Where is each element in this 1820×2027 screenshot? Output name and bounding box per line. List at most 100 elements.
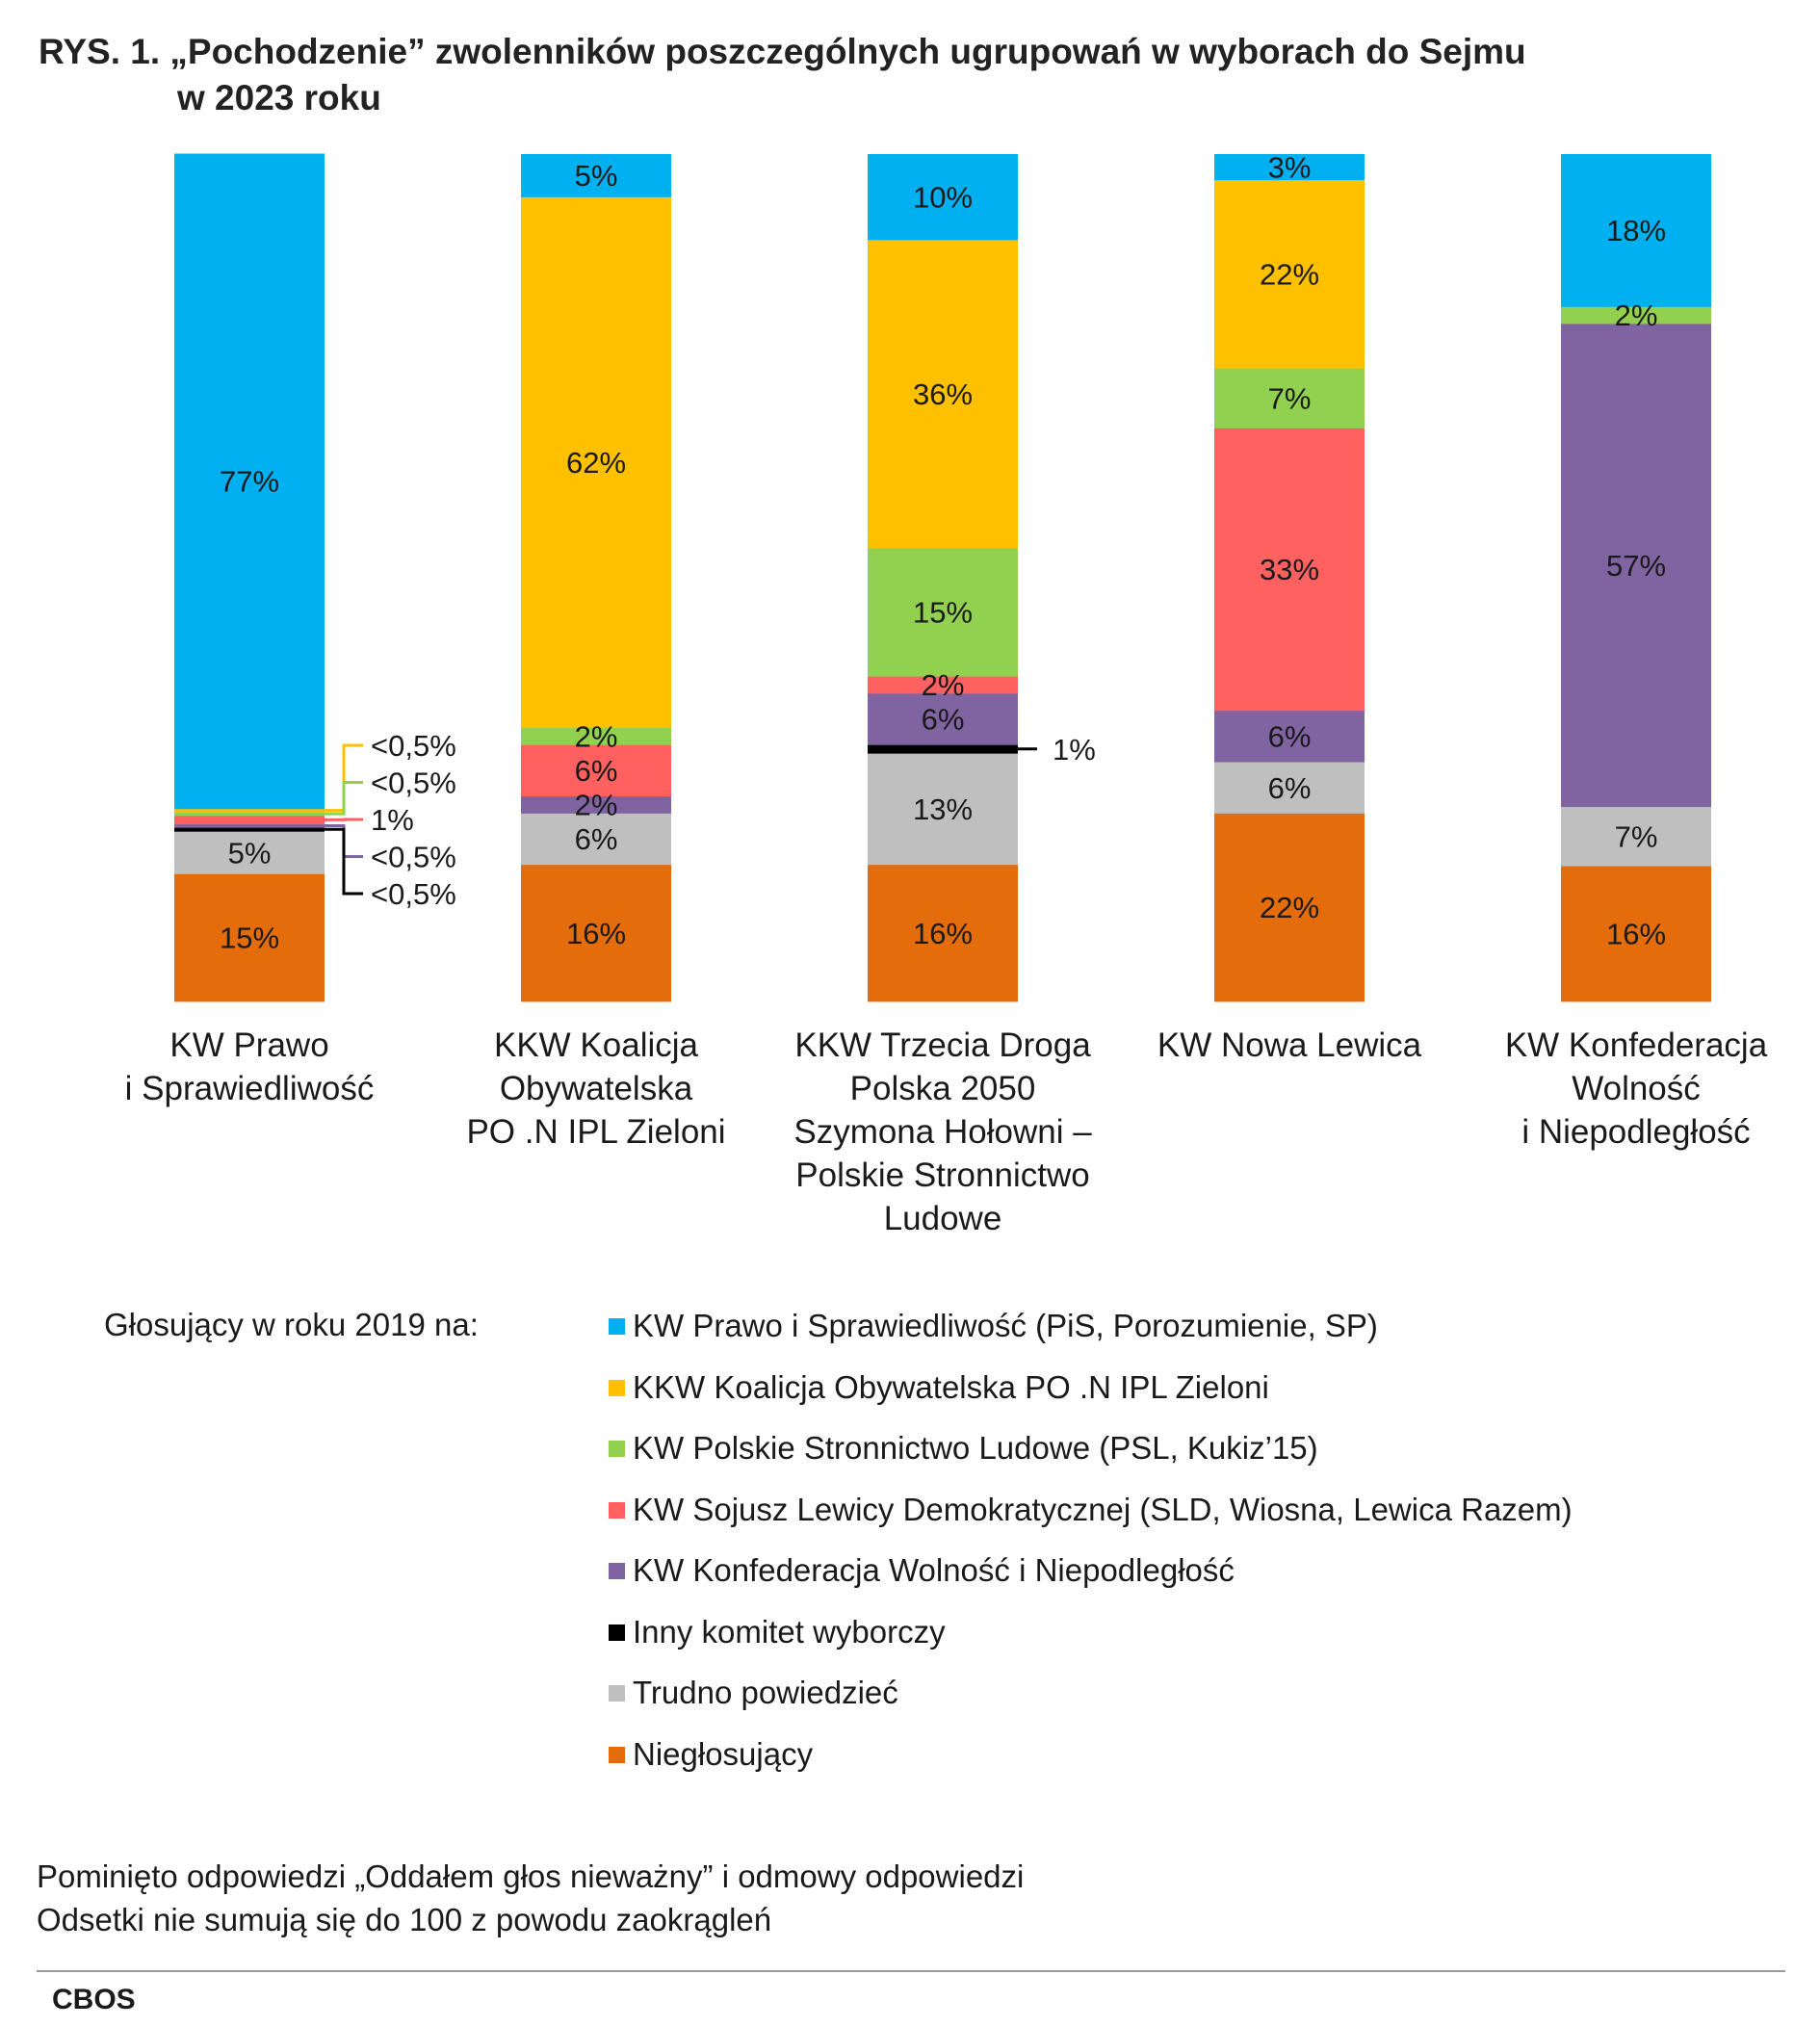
callout-label-konf-1: <0,5% (371, 841, 456, 874)
data-label-nieg-4: 22% (1260, 891, 1319, 924)
category-label-5: KW Konfederacja Wolność i Niepodległość (1463, 1024, 1809, 1154)
legend-label-sld: KW Sojusz Lewicy Demokratycznej (SLD, Wi… (633, 1491, 1573, 1527)
bar-segment-psl-2 (521, 727, 671, 745)
legend-label-nieg: Niegłosujący (633, 1735, 814, 1772)
stacked-bar-chart: 15%5%77%<0,5%<0,5%1%<0,5%<0,5%16%6%2%6%2… (174, 150, 1711, 1002)
data-label-pis-1: 77% (220, 465, 279, 499)
category-label-5-line-2: Wolność (1572, 1070, 1701, 1107)
legend: KW Prawo i Sprawiedliwość (PiS, Porozumi… (609, 1307, 1573, 1796)
bar-segment-trudno-2 (521, 813, 671, 866)
data-label-psl-2: 2% (575, 719, 618, 753)
bar-segment-psl-4 (1214, 368, 1365, 429)
bar-segment-nieg-4 (1214, 813, 1365, 1002)
legend-label-psl: KW Polskie Stronnictwo Ludowe (PSL, Kuki… (633, 1430, 1318, 1466)
legend-item-psl: KW Polskie Stronnictwo Ludowe (PSL, Kuki… (609, 1429, 1573, 1491)
category-label-4: KW Nowa Lewica (1116, 1024, 1463, 1067)
callout-label-sld-1: 1% (371, 803, 414, 837)
category-label-5-line-1: KW Konfederacja (1504, 1026, 1768, 1064)
legend-label-ko: KKW Koalicja Obywatelska PO .N IPL Zielo… (633, 1368, 1269, 1405)
bar-segment-ko-2 (521, 196, 671, 728)
bar-segment-pis-3 (868, 154, 1018, 241)
data-label-sld-2: 6% (575, 754, 618, 788)
category-label-3-line-2: Polska 2050 (849, 1070, 1036, 1107)
data-label-sld-4: 33% (1260, 553, 1319, 586)
category-label-3-line-1: KKW Trzecia Droga (794, 1026, 1091, 1064)
category-label-3-line-4: Polskie Stronnictwo (795, 1156, 1090, 1194)
data-label-konf-2: 2% (575, 789, 618, 822)
data-label-trudno-5: 7% (1615, 819, 1658, 853)
callout-label-inny-1: <0,5% (371, 877, 456, 911)
data-label-nieg-2: 16% (566, 917, 626, 950)
category-label-1-line-1: KW Prawo (169, 1026, 329, 1064)
chart-title: RYS. 1. „Pochodzenie” zwolenników poszcz… (39, 29, 1526, 121)
legend-swatch-sld (609, 1501, 625, 1519)
legend-item-trudno: Trudno powiedzieć (609, 1674, 1573, 1735)
category-label-1: KW Prawo i Sprawiedliwość (76, 1024, 423, 1110)
data-label-pis-2: 5% (575, 159, 618, 193)
note-line-1: Pominięto odpowiedzi „Oddałem głos niewa… (37, 1858, 1025, 1894)
bar-segment-inny-1 (174, 827, 325, 832)
data-label-ko-2: 62% (566, 446, 626, 480)
legend-swatch-nieg (609, 1746, 625, 1763)
bar-segment-nieg-1 (174, 873, 325, 1002)
data-label-nieg-5: 16% (1606, 918, 1666, 951)
bar-segment-konf-1 (174, 823, 325, 828)
bar-segment-ko-3 (868, 239, 1018, 549)
data-label-psl-3: 15% (913, 596, 973, 630)
data-label-trudno-3: 13% (913, 793, 973, 826)
legend-item-ko: KKW Koalicja Obywatelska PO .N IPL Zielo… (609, 1368, 1573, 1430)
legend-caption: Głosujący w roku 2019 na: (104, 1307, 479, 1342)
category-label-2-line-3: PO .N IPL Zieloni (466, 1113, 726, 1151)
category-label-2-line-1: KKW Koalicja (493, 1026, 699, 1064)
bar-segment-trudno-1 (174, 831, 325, 874)
legend-swatch-psl (609, 1441, 625, 1457)
category-label-2: KKW Koalicja Obywatelska PO .N IPL Zieloni (423, 1024, 769, 1154)
bar-segment-nieg-3 (868, 864, 1018, 1002)
legend-swatch-inny (609, 1624, 625, 1641)
data-label-nieg-3: 16% (913, 917, 973, 950)
callout-line-psl-1 (325, 781, 363, 816)
data-label-sld-3: 2% (922, 668, 965, 702)
bar-segment-trudno-3 (868, 753, 1018, 866)
legend-item-inny: Inny komitet wyborczy (609, 1613, 1573, 1675)
bar-segment-konf-4 (1214, 710, 1365, 763)
callout-label-inny-3: 1% (1053, 733, 1096, 767)
bar-segment-psl-3 (868, 547, 1018, 677)
data-label-ko-4: 22% (1260, 257, 1319, 291)
data-label-psl-5: 2% (1615, 299, 1658, 332)
data-label-psl-4: 7% (1268, 381, 1312, 415)
bar-segment-psl-5 (1561, 306, 1711, 325)
source-label: CBOS (52, 1984, 136, 2015)
bar-segment-psl-1 (174, 812, 325, 817)
legend-item-pis: KW Prawo i Sprawiedliwość (PiS, Porozumi… (609, 1307, 1573, 1368)
data-label-trudno-2: 6% (575, 822, 618, 856)
bar-segment-pis-5 (1561, 154, 1711, 307)
bar-segment-konf-5 (1561, 324, 1711, 807)
legend-swatch-pis (609, 1318, 625, 1335)
callout-label-psl-1: <0,5% (371, 767, 456, 800)
legend-label-konf: KW Konfederacja Wolność i Niepodległość (633, 1552, 1235, 1588)
data-label-pis-5: 18% (1606, 214, 1666, 247)
bar-segment-konf-3 (868, 693, 1018, 745)
legend-label-pis: KW Prawo i Sprawiedliwość (PiS, Porozumi… (633, 1308, 1378, 1343)
category-label-1-line-2: i Sprawiedliwość (124, 1070, 375, 1107)
bar-segment-pis-1 (174, 153, 325, 810)
footer-divider (37, 1970, 1785, 1972)
category-label-4-line-1: KW Nowa Lewica (1157, 1026, 1422, 1064)
bar-segment-inny-3 (868, 744, 1018, 754)
bar-segment-trudno-5 (1561, 806, 1711, 867)
data-label-konf-5: 57% (1606, 549, 1666, 583)
bar-segment-sld-2 (521, 744, 671, 797)
bar-segment-sld-4 (1214, 428, 1365, 712)
category-label-5-line-3: i Niepodległość (1521, 1113, 1751, 1151)
category-label-2-line-2: Obywatelska (499, 1070, 693, 1107)
callout-label-ko-1: <0,5% (371, 729, 456, 763)
category-label-3-line-5: Ludowe (883, 1200, 1002, 1237)
legend-item-nieg: Niegłosujący (609, 1735, 1573, 1797)
legend-label-trudno: Trudno powiedzieć (633, 1675, 898, 1710)
bar-segment-trudno-4 (1214, 762, 1365, 814)
data-label-pis-4: 3% (1268, 150, 1312, 184)
bar-segment-ko-1 (174, 808, 325, 813)
chart-title-line-1: RYS. 1. „Pochodzenie” zwolenników poszcz… (39, 32, 1526, 71)
legend-item-konf: KW Konfederacja Wolność i Niepodległość (609, 1551, 1573, 1613)
